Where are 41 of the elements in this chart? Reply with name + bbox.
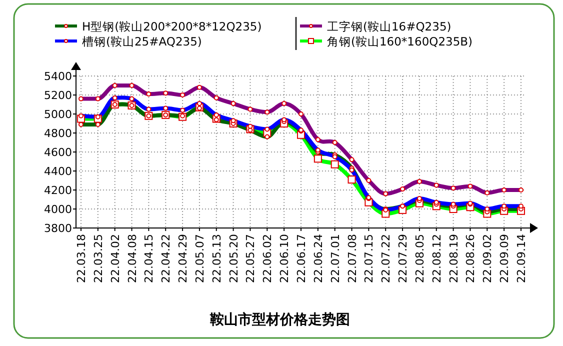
x-tick-label: 22.06.24: [312, 234, 325, 283]
x-tick-label: 22.08.05: [413, 234, 426, 283]
y-tick-label: 4400: [44, 165, 72, 178]
y-tick-label: 3800: [44, 222, 72, 235]
x-tick-label: 22.04.08: [126, 234, 139, 283]
x-tick-label: 22.07.01: [328, 234, 342, 283]
x-tick-label: 22.09.09: [498, 234, 512, 283]
x-tick-label: 22.08.19: [447, 234, 460, 283]
x-tick-label: 22.05.13: [210, 234, 224, 283]
x-tick-label: 22.06.02: [261, 234, 274, 283]
x-tick-label: 22.03.25: [92, 234, 105, 283]
y-tick-label: 4200: [44, 184, 72, 197]
legend-label: H型钢(鞍山200*200*8*12Q235): [82, 20, 262, 34]
text: 鞍山市型材价格走势图: [209, 311, 350, 328]
x-tick-label: 22.07.15: [362, 234, 376, 283]
x-tick-label: 22.09.14: [515, 234, 528, 283]
x-tick-label: 22.07.22: [380, 234, 393, 283]
x-tick-label: 22.03.18: [75, 234, 88, 283]
x-tick-label: 22.07.08: [346, 234, 359, 283]
legend-label: 槽钢(鞍山25#AQ235): [82, 34, 202, 48]
x-tick-label: 22.05.20: [227, 234, 240, 283]
x-tick-label: 22.06.10: [278, 234, 292, 283]
x-tick-label: 22.09.02: [481, 234, 494, 283]
x-tick-label: 22.04.29: [176, 234, 190, 283]
y-tick-label: 4000: [44, 203, 72, 216]
x-tick-label: 22.07.29: [396, 234, 410, 283]
y-tick-label: 5000: [44, 108, 72, 121]
x-tick-label: 22.08.12: [430, 234, 444, 283]
y-tick-label: 4800: [44, 127, 72, 140]
x-tick-label: 22.04.02: [108, 234, 122, 283]
x-tick-label: 22.04.22: [160, 234, 173, 283]
x-tick-label: 22.05.27: [244, 234, 258, 283]
x-tick-label: 22.06.17: [295, 234, 308, 283]
x-tick-label: 22.08.26: [464, 234, 478, 283]
x-tick-label: 22.05.07: [193, 234, 206, 283]
legend-label: 角钢(鞍山160*160Q235B): [327, 34, 473, 48]
legend-label: 工字钢(鞍山16#Q235): [327, 20, 452, 34]
y-tick-label: 4600: [44, 146, 72, 159]
y-tick-label: 5200: [44, 89, 72, 102]
y-tick-label: 5400: [44, 70, 72, 83]
x-tick-label: 22.04.15: [142, 234, 156, 283]
